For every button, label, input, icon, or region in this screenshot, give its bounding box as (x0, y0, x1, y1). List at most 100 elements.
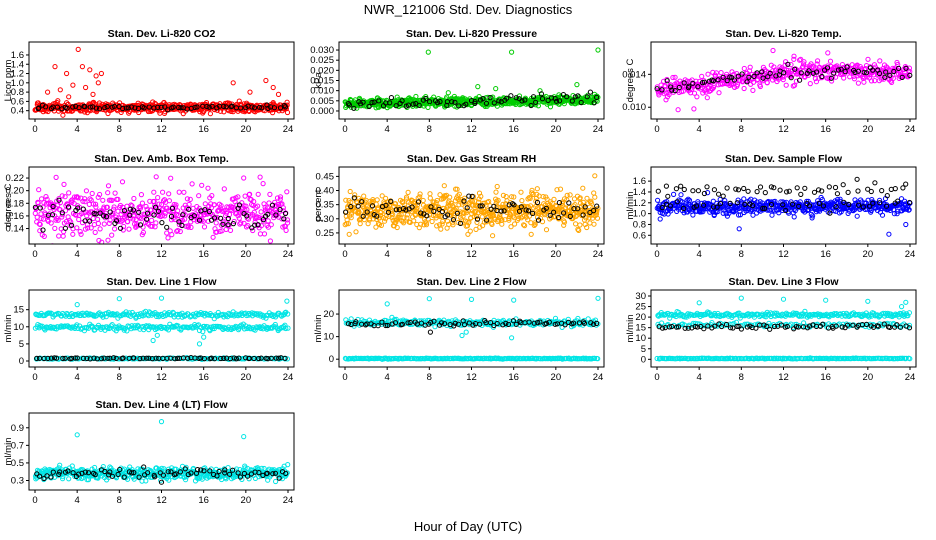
data-point (472, 99, 478, 105)
data-point (865, 56, 871, 62)
data-point (267, 238, 273, 244)
data-point (776, 210, 782, 216)
y-tick-label: 0.45 (316, 171, 335, 182)
data-point (75, 195, 81, 201)
x-tick-label: 0 (32, 124, 37, 135)
data-point (769, 212, 775, 218)
data-point (84, 311, 90, 317)
data-point (247, 89, 253, 95)
data-point (95, 194, 101, 200)
data-point (135, 223, 141, 229)
data-point (48, 220, 54, 226)
data-point (701, 190, 708, 197)
data-point (225, 326, 231, 332)
data-point (467, 228, 473, 234)
data-point (415, 202, 421, 208)
data-point (445, 90, 451, 96)
data-point (417, 194, 423, 200)
data-point (737, 212, 744, 218)
data-point (705, 71, 711, 77)
data-point (580, 199, 586, 205)
data-point (151, 189, 157, 195)
x-axis-label: Hour of Day (UTC) (414, 519, 522, 534)
data-point (800, 61, 807, 67)
data-point (36, 187, 42, 193)
data-point (883, 69, 889, 75)
data-point (668, 84, 674, 90)
data-point (354, 200, 360, 206)
data-point (432, 324, 438, 330)
data-point (214, 229, 220, 235)
data-point (522, 223, 528, 229)
data-point (506, 217, 512, 223)
data-point (841, 199, 847, 205)
y-tick-label: 1.2 (633, 198, 646, 209)
data-point (559, 202, 566, 208)
data-point (61, 181, 67, 187)
series (654, 47, 913, 113)
x-tick-label: 16 (508, 249, 519, 260)
data-point (556, 200, 563, 206)
data-point (271, 105, 277, 111)
data-point (107, 217, 113, 223)
data-point (37, 205, 43, 211)
data-point (121, 208, 128, 214)
data-point (500, 192, 506, 198)
data-point (384, 301, 390, 307)
data-point (819, 188, 825, 194)
x-tick-label: 8 (427, 372, 432, 383)
data-point (282, 355, 288, 361)
data-point (112, 190, 118, 196)
data-point (670, 74, 676, 81)
data-point (376, 98, 382, 104)
data-point (714, 204, 720, 210)
y-tick-label: 0.020 (310, 65, 334, 76)
data-point (681, 80, 687, 86)
data-point (255, 222, 261, 228)
data-point (789, 72, 795, 78)
x-tick-label: 16 (508, 372, 519, 383)
data-point (842, 69, 848, 75)
data-point (480, 96, 486, 102)
data-point (285, 311, 291, 317)
data-point (411, 218, 417, 224)
data-point (423, 95, 429, 102)
data-point (441, 183, 447, 189)
data-point (403, 207, 409, 213)
data-point (735, 73, 741, 79)
data-point (82, 199, 88, 205)
data-point (211, 215, 218, 221)
data-point (896, 65, 902, 72)
data-point (162, 104, 168, 110)
series (655, 176, 909, 199)
data-point (777, 187, 783, 193)
data-point (66, 190, 72, 196)
data-point (422, 219, 428, 225)
data-point (282, 210, 289, 217)
x-tick-label: 12 (778, 124, 789, 135)
data-point (105, 190, 111, 196)
data-point (116, 296, 122, 302)
data-point (854, 176, 860, 182)
data-point (111, 204, 117, 210)
data-point (693, 203, 700, 209)
data-point (540, 194, 546, 200)
y-tick-label: 0.22 (6, 173, 25, 184)
data-point (413, 93, 419, 100)
data-point (493, 189, 499, 195)
data-point (253, 324, 260, 330)
data-point (97, 226, 103, 232)
series (343, 295, 601, 341)
data-point (841, 75, 847, 81)
data-point (352, 192, 358, 198)
y-tick-label: 0.010 (622, 102, 646, 113)
data-point (754, 189, 760, 195)
data-point (82, 104, 88, 110)
data-point (143, 203, 149, 210)
data-point (125, 105, 131, 111)
data-point (469, 193, 475, 199)
data-point (416, 199, 422, 205)
data-point (814, 69, 820, 75)
data-point (242, 193, 248, 199)
data-point (167, 208, 173, 215)
